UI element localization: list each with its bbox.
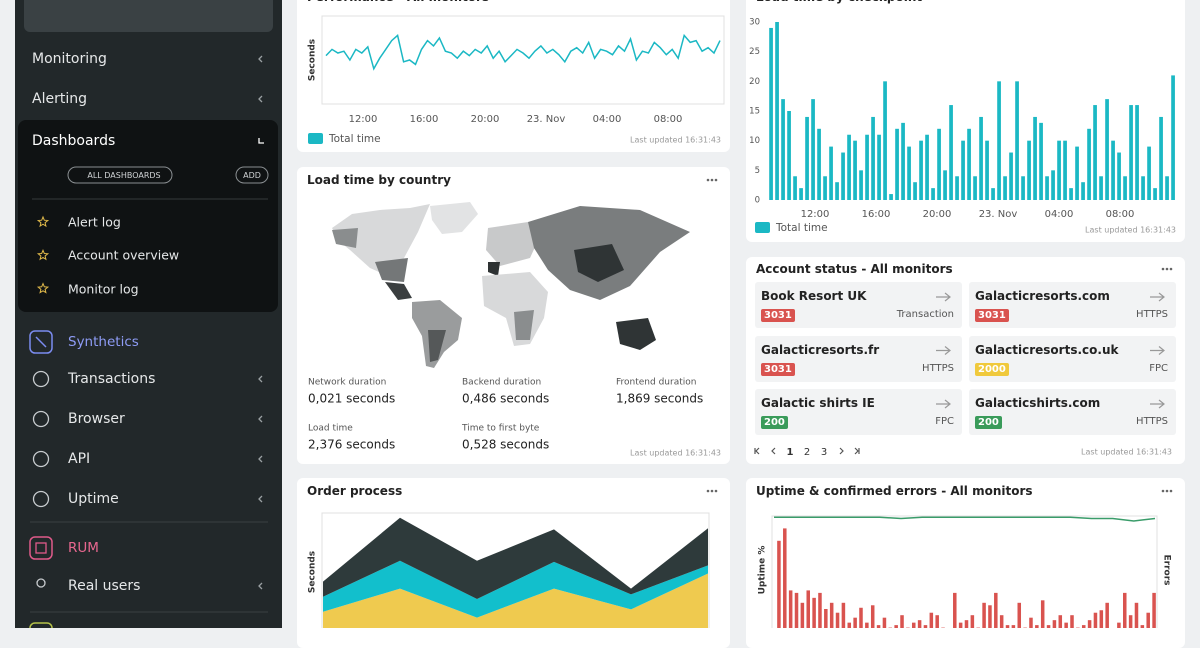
panel-title: Order process xyxy=(307,484,402,498)
status-badge: 3031 xyxy=(761,363,795,376)
panel xyxy=(297,478,730,648)
panel-title: Load time by country xyxy=(307,173,451,187)
status-card: Book Resort UK 3031 Transaction xyxy=(755,282,962,328)
card-name: Galacticresorts.com xyxy=(975,289,1110,303)
status-badge: 200 xyxy=(975,416,1002,429)
card-name: Galacticresorts.co.uk xyxy=(975,343,1118,357)
page: Monitoring Alerting Dashboards Alert log Acc… xyxy=(0,0,1200,628)
card-name: Galacticresorts.fr xyxy=(761,343,879,357)
status-card: Galactic shirts IE 200 FPC xyxy=(755,389,962,435)
card-type: HTTPS xyxy=(1136,309,1168,320)
card-type: HTTPS xyxy=(1136,416,1168,427)
sidebar-item: Alert log xyxy=(68,215,121,230)
panel xyxy=(297,167,730,464)
status-badge: 2000 xyxy=(975,363,1009,376)
card-type: HTTPS xyxy=(922,363,954,374)
sidebar-item: Account overview xyxy=(68,248,179,263)
sidebar-item: Synthetics xyxy=(68,334,139,350)
panel xyxy=(297,0,730,152)
sidebar-item: RUM xyxy=(68,540,99,556)
panel-title: Account status - All monitors xyxy=(756,262,953,276)
card-name: Galactic shirts IE xyxy=(761,396,875,410)
sidebar-top-box xyxy=(24,0,273,32)
sidebar-item: Monitoring xyxy=(32,51,107,67)
panel-title: Uptime & confirmed errors - All monitors xyxy=(756,484,1033,498)
sidebar-item: Uptime xyxy=(68,491,119,507)
card-name: Galacticshirts.com xyxy=(975,396,1100,410)
status-card: Galacticresorts.fr 3031 HTTPS xyxy=(755,336,962,382)
sidebar-item: Alerting xyxy=(32,91,87,107)
status-badge: 3031 xyxy=(975,309,1009,322)
card-type: FPC xyxy=(935,416,954,427)
status-badge: 3031 xyxy=(761,309,795,322)
card-type: FPC xyxy=(1149,363,1168,374)
status-badge: 200 xyxy=(761,416,788,429)
sidebar-item: Transactions xyxy=(68,371,155,387)
status-card: Galacticshirts.com 200 HTTPS xyxy=(969,389,1176,435)
card-type: Transaction xyxy=(897,309,954,320)
sidebar-item: API xyxy=(68,451,90,467)
panel xyxy=(746,0,1185,242)
sidebar-item: Browser xyxy=(68,411,125,427)
panel-title: Performance - All monitors xyxy=(307,0,489,4)
sidebar-item: Real users xyxy=(68,578,140,594)
status-card: Galacticresorts.com 3031 HTTPS xyxy=(969,282,1176,328)
sidebar-item: Monitor log xyxy=(68,281,139,296)
panel-title: Load time by checkpoint xyxy=(756,0,922,4)
panel xyxy=(746,478,1185,648)
status-card: Galacticresorts.co.uk 2000 FPC xyxy=(969,336,1176,382)
card-name: Book Resort UK xyxy=(761,289,866,303)
sidebar-item: Dashboards xyxy=(32,133,115,149)
